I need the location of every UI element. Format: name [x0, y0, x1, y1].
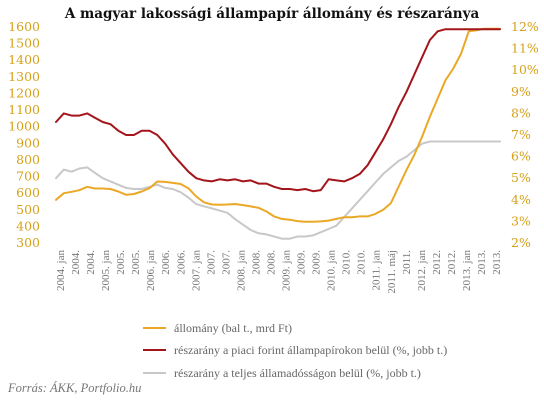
series-line-2 — [55, 140, 501, 240]
x-tick-label: 2013. — [491, 250, 503, 275]
left-tick-label: 1300 — [8, 69, 40, 84]
right-tick-label: 10% — [511, 62, 539, 77]
x-tick-label: 2010. — [356, 250, 368, 275]
x-tick-label: 2008. — [250, 250, 262, 275]
left-tick-label: 1100 — [8, 102, 40, 117]
source-note: Forrás: ÁKK, Portfolio.hu — [7, 381, 141, 395]
chart-title: A magyar lakossági állampapír állomány é… — [64, 6, 480, 22]
x-tick-label: 2012. — [446, 250, 458, 275]
right-tick-label: 4% — [511, 192, 531, 207]
right-tick-label: 12% — [511, 19, 539, 34]
x-tick-label: 2008. jan — [235, 250, 247, 291]
x-tick-label: 2009. — [311, 250, 323, 275]
left-tick-label: 600 — [16, 185, 40, 200]
right-tick-label: 8% — [511, 105, 531, 120]
x-tick-label: 2007. jan — [190, 250, 202, 291]
right-tick-label: 7% — [511, 127, 531, 142]
right-tick-label: 9% — [511, 84, 531, 99]
series-line-0 — [55, 27, 501, 223]
x-axis: 2004. jan 2004. 2004. 2005. jan 2005. 2005. 20… — [55, 250, 503, 294]
x-tick-label: 2007. — [220, 250, 232, 275]
x-tick-label: 2009. jan — [281, 250, 293, 291]
x-tick-label: 2011. máj — [386, 250, 398, 294]
x-tick-label: 2007. — [205, 250, 217, 275]
x-tick-label: 2005. — [115, 250, 127, 275]
left-tick-label: 1600 — [8, 19, 40, 34]
x-tick-label: 2004. jan — [55, 250, 67, 291]
legend-label-2: részarány a teljes államadósságon belül … — [174, 366, 421, 380]
x-tick-label: 2005. — [130, 250, 142, 275]
x-tick-label: 2005. jan — [100, 250, 112, 291]
x-tick-label: 2010. — [341, 250, 353, 275]
x-tick-label: 2012. — [431, 250, 443, 275]
left-tick-label: 500 — [16, 202, 40, 217]
right-tick-label: 3% — [511, 213, 531, 228]
legend-label-1: részarány a piaci forint állampapírokon … — [174, 343, 447, 357]
right-tick-label: 11% — [511, 41, 539, 56]
right-axis: 2% 3% 4% 5% 6% 7% 8% 9% 10% 11% 12% — [511, 19, 539, 250]
left-tick-label: 900 — [16, 135, 40, 150]
x-tick-label: 2004. — [70, 250, 82, 275]
x-tick-label: 2006. — [160, 250, 172, 275]
x-tick-label: 2010. jan — [326, 250, 338, 291]
series-line-1 — [55, 28, 501, 193]
x-tick-label: 2006. jan — [145, 250, 157, 291]
x-tick-label: 2013. jan — [461, 250, 473, 291]
plot-area — [55, 27, 501, 240]
x-tick-label: 2006. — [175, 250, 187, 275]
legend: állomány (bal t., mrd Ft) részarány a pia… — [143, 321, 447, 380]
left-tick-label: 400 — [16, 218, 40, 233]
right-tick-label: 6% — [511, 149, 531, 164]
x-tick-label: 2004. — [85, 250, 97, 275]
left-tick-label: 800 — [16, 152, 40, 167]
x-tick-label: 2012. jan — [416, 250, 428, 291]
x-tick-label: 2011. — [401, 250, 413, 275]
left-tick-label: 700 — [16, 169, 40, 184]
x-tick-label: 2008. — [265, 250, 277, 275]
left-tick-label: 1400 — [8, 52, 40, 67]
x-tick-label: 2013. — [476, 250, 488, 275]
legend-label-0: állomány (bal t., mrd Ft) — [174, 321, 292, 335]
left-tick-label: 1000 — [8, 119, 40, 134]
x-tick-label: 2009. — [296, 250, 308, 275]
x-tick-label: 2011. jan — [371, 250, 383, 291]
right-tick-label: 2% — [511, 235, 531, 250]
left-tick-label: 300 — [16, 235, 40, 250]
left-tick-label: 1500 — [8, 36, 40, 51]
left-tick-label: 1200 — [8, 85, 40, 100]
right-tick-label: 5% — [511, 170, 531, 185]
